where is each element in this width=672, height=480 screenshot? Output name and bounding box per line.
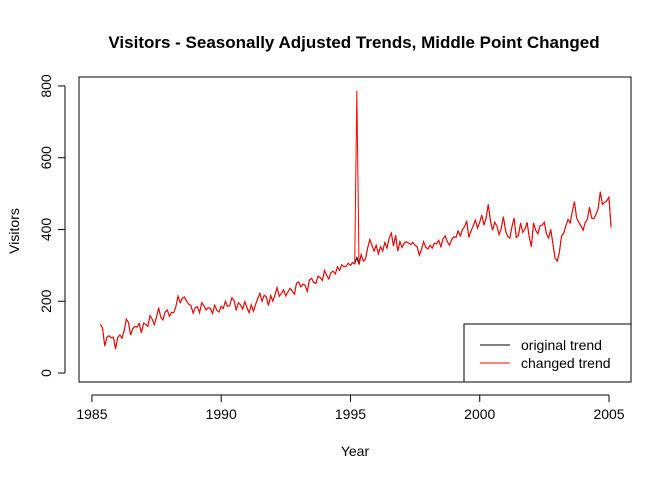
legend-label-original: original trend [521, 337, 602, 353]
series-layer [100, 90, 612, 350]
series-line-changed-trend [100, 90, 612, 350]
plot-frame [78, 76, 632, 383]
y-tick-label: 0 [38, 369, 54, 377]
legend-box [463, 323, 632, 383]
x-tick-label: 1995 [335, 406, 366, 422]
y-axis-label: Visitors [6, 208, 22, 254]
legend: original trend changed trend [463, 323, 632, 383]
x-tick-label: 1985 [76, 406, 107, 422]
y-axis: 0 200 400 600 800 [38, 74, 66, 377]
y-tick-label: 400 [38, 218, 54, 242]
x-tick-label: 2005 [593, 406, 624, 422]
y-tick-label: 600 [38, 146, 54, 170]
y-tick-label: 800 [38, 74, 54, 98]
chart-title: Visitors - Seasonally Adjusted Trends, M… [108, 33, 599, 52]
legend-label-changed: changed trend [521, 355, 611, 371]
x-tick-label: 1990 [206, 406, 237, 422]
y-tick-label: 200 [38, 289, 54, 313]
x-axis-label: Year [341, 443, 370, 459]
x-tick-label: 2000 [464, 406, 495, 422]
x-axis: 1985 1990 1995 2000 2005 [76, 394, 625, 422]
